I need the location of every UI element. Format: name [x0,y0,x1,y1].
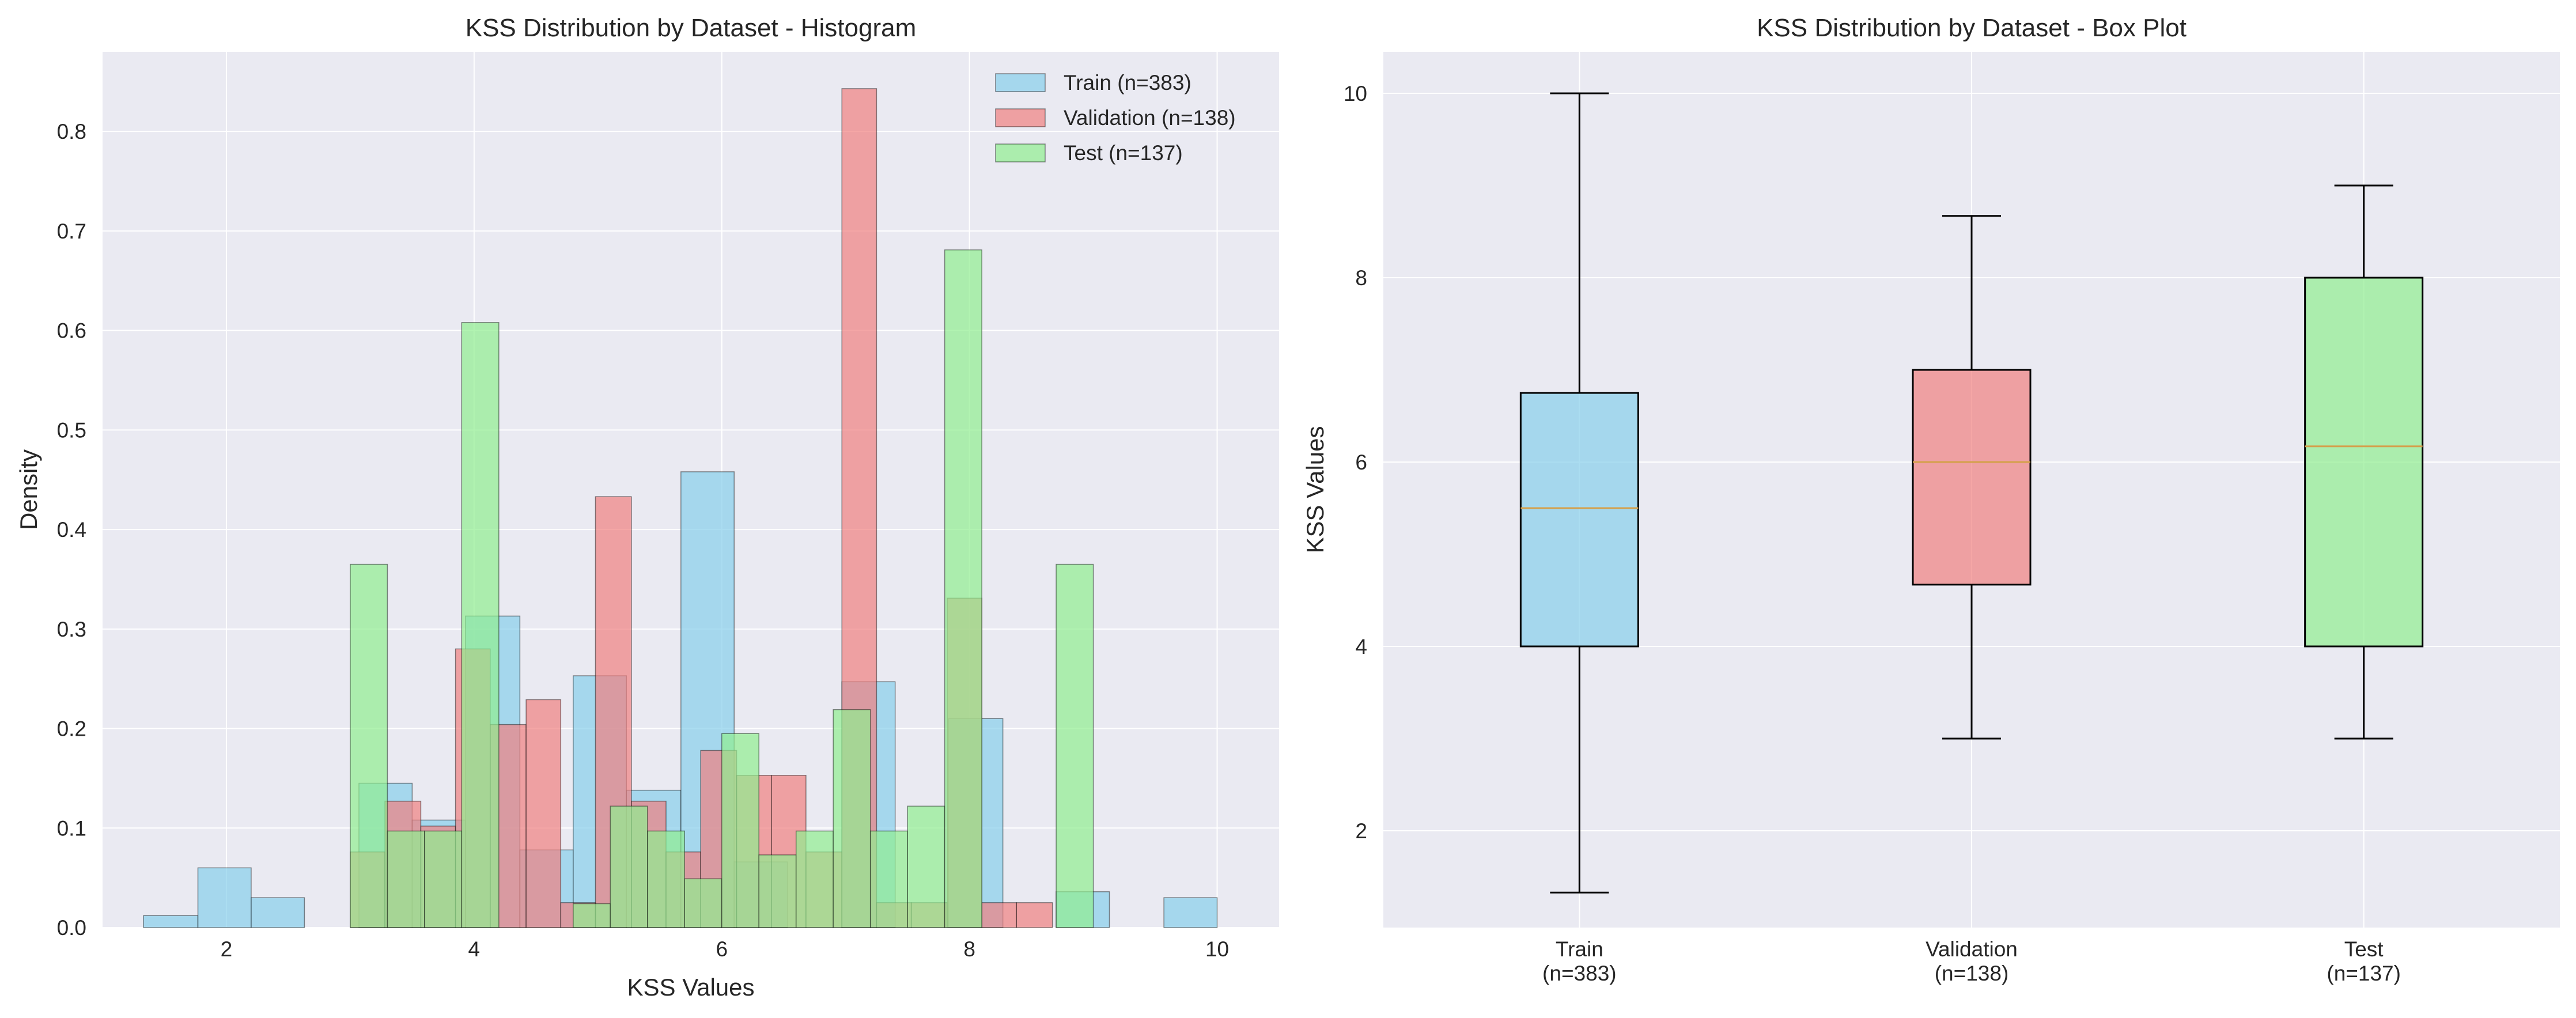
boxplot-y-tick-label: 6 [1355,451,1367,474]
boxplot-chart: 2 4 6 8 10 Train(n=383) Validation(n=138) Test(… [1302,14,2560,985]
histogram-ticks: 2 4 6 8 10 0.0 0.1 0.2 0.3 0.4 0.5 0.6 0.7 0.8 [57,120,1230,961]
histogram-bar [721,733,759,928]
boxplot-x-tick-sublabel: (n=138) [1935,962,2009,985]
histogram-bar [647,830,686,928]
boxplot-box-group [1912,215,2032,740]
histogram-title: KSS Distribution by Dataset - Histogram [466,14,917,42]
histogram-y-tick-label: 0.6 [57,319,86,343]
boxplot-y-axis-label: KSS Values [1302,426,1329,553]
histogram-bar [795,830,834,928]
histogram-y-axis-label: Density [15,449,42,530]
histogram-x-axis-label: KSS Values [627,974,754,1001]
histogram-bar [758,854,797,928]
histogram-bar [461,322,500,928]
boxplot-y-tick-label: 4 [1355,635,1367,659]
histogram-x-tick-label: 2 [221,937,233,961]
histogram-y-tick-label: 0.7 [57,220,86,243]
boxplot-title: KSS Distribution by Dataset - Box Plot [1757,14,2187,42]
boxplot-ticks: 2 4 6 8 10 Train(n=383) Validation(n=138) Test(… [1344,82,2401,985]
histogram-bar [1163,897,1218,928]
histogram-legend: Train (n=383) Validation (n=138) Test (n=1… [995,71,1236,165]
boxplot-box-group [1519,92,1639,894]
histogram-bar [944,249,982,928]
histogram-y-tick-label: 0.3 [57,618,86,641]
boxplot-y-tick-label: 2 [1355,819,1367,843]
histogram-bar [981,902,1017,928]
histogram-y-tick-label: 0.2 [57,717,86,741]
histogram-y-tick-label: 0.4 [57,518,86,542]
histogram-bar [833,709,871,928]
boxplot-box [1912,369,2032,586]
histogram-chart: 2 4 6 8 10 0.0 0.1 0.2 0.3 0.4 0.5 0.6 0.7 0.8 KSS Di… [15,14,1279,1001]
boxplot-boxes [1519,92,2424,894]
legend-label: Validation (n=138) [1064,106,1236,130]
histogram-bar [610,805,648,928]
histogram-bar [684,878,723,928]
boxplot-box-group [2304,184,2424,740]
histogram-bar [525,699,562,928]
histogram-x-tick-label: 8 [963,937,975,961]
histogram-bar [251,897,305,928]
boxplot-x-tick-sublabel: (n=383) [1542,962,1617,985]
histogram-x-tick-label: 6 [716,937,728,961]
boxplot-y-tick-label: 8 [1355,266,1367,290]
histogram-bar [350,563,388,928]
histogram-x-tick-label: 10 [1205,937,1229,961]
histogram-bar [1056,563,1094,928]
histogram-bars [143,88,1218,928]
boxplot-box [1519,392,1639,648]
histogram-bar [143,915,199,928]
histogram-bar [869,830,908,928]
histogram-y-tick-label: 0.0 [57,916,86,940]
histogram-series-2 [350,249,1094,928]
boxplot-x-tick-sublabel: (n=137) [2327,962,2401,985]
histogram-bar [387,830,425,928]
legend-label: Test (n=137) [1064,141,1183,165]
histogram-bar [197,867,252,928]
legend-label: Train (n=383) [1064,71,1191,94]
boxplot-x-tick-label: Train [1556,937,1603,961]
histogram-bar [1016,902,1053,928]
histogram-bar [907,805,945,928]
legend-swatch [995,108,1046,127]
histogram-bar [573,903,611,928]
histogram-x-tick-label: 4 [468,937,481,961]
boxplot-x-tick-label: Test [2344,937,2384,961]
histogram-y-tick-label: 0.5 [57,418,86,442]
boxplot-box [2304,277,2424,648]
histogram-y-tick-label: 0.1 [57,816,86,840]
histogram-y-tick-label: 0.8 [57,120,86,143]
legend-swatch [995,73,1046,92]
histogram-bar [424,830,463,928]
legend-swatch [995,143,1046,162]
boxplot-y-tick-label: 10 [1344,82,1367,105]
boxplot-x-tick-label: Validation [1926,937,2018,961]
